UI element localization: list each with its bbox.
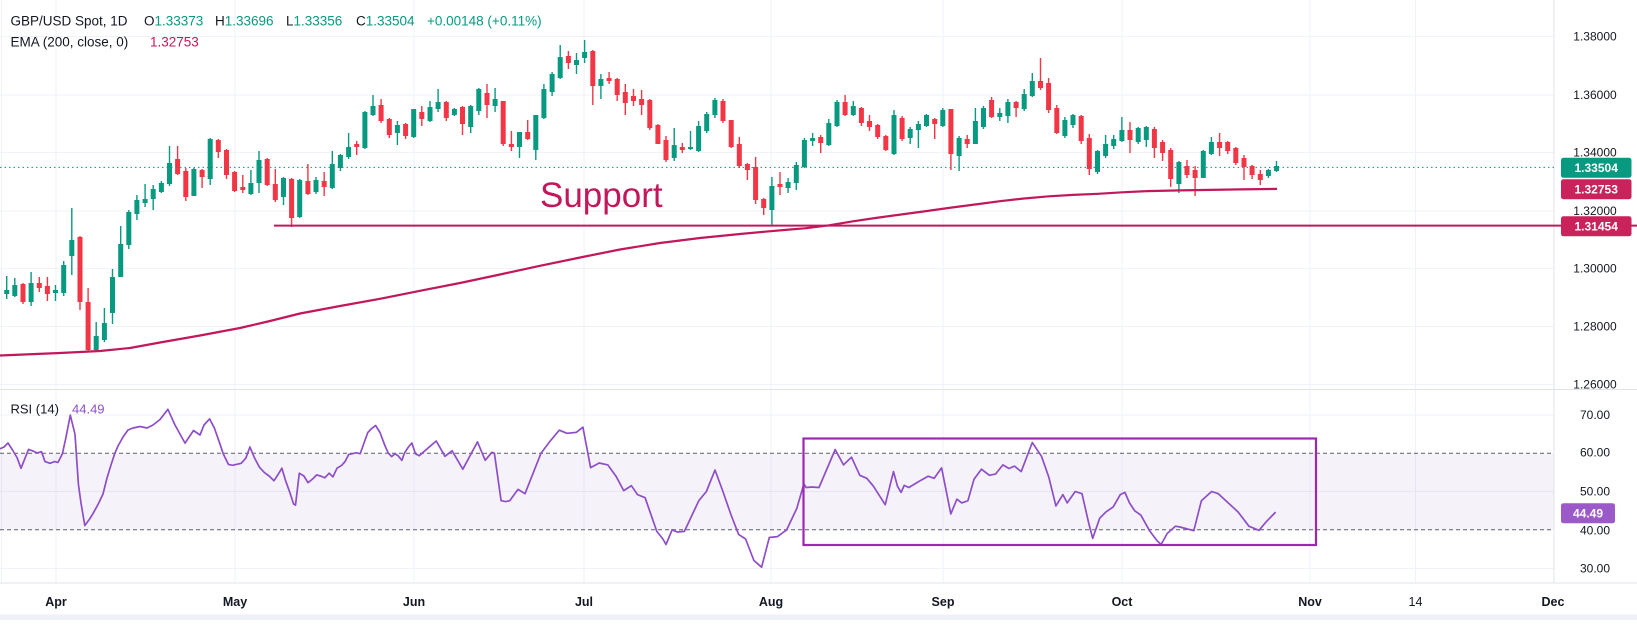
svg-text:30.00: 30.00	[1580, 561, 1610, 575]
svg-text:C1.33504: C1.33504	[356, 14, 415, 29]
svg-text:1.36000: 1.36000	[1573, 88, 1617, 102]
svg-text:1.26000: 1.26000	[1573, 378, 1617, 392]
svg-text:50.00: 50.00	[1580, 484, 1610, 498]
svg-text:14: 14	[1409, 595, 1423, 609]
svg-text:Jul: Jul	[575, 595, 593, 609]
svg-text:H1.33696: H1.33696	[215, 14, 274, 29]
svg-text:Oct: Oct	[1112, 595, 1134, 609]
svg-text:1.34000: 1.34000	[1573, 146, 1617, 160]
svg-text:44.49: 44.49	[72, 402, 105, 417]
svg-text:Dec: Dec	[1542, 595, 1565, 609]
svg-text:1.33504: 1.33504	[1575, 161, 1619, 175]
svg-text:Support: Support	[540, 176, 663, 215]
svg-text:GBP/USD Spot, 1D: GBP/USD Spot, 1D	[11, 14, 128, 29]
svg-text:40.00: 40.00	[1580, 524, 1610, 538]
svg-text:60.00: 60.00	[1580, 446, 1610, 460]
svg-text:1.38000: 1.38000	[1573, 30, 1617, 44]
svg-text:44.49: 44.49	[1573, 507, 1603, 521]
svg-text:70.00: 70.00	[1580, 408, 1610, 422]
svg-text:1.30000: 1.30000	[1573, 262, 1617, 276]
svg-text:EMA (200, close, 0): EMA (200, close, 0)	[11, 35, 129, 50]
svg-text:1.32000: 1.32000	[1573, 204, 1617, 218]
svg-text:RSI (14): RSI (14)	[11, 402, 59, 417]
svg-text:May: May	[223, 595, 247, 609]
svg-text:Aug: Aug	[759, 595, 783, 609]
svg-text:1.31454: 1.31454	[1575, 220, 1619, 234]
svg-text:L1.33356: L1.33356	[286, 14, 342, 29]
svg-text:Jun: Jun	[403, 595, 425, 609]
svg-text:Sep: Sep	[932, 595, 955, 609]
svg-text:Apr: Apr	[45, 595, 67, 609]
svg-text:1.28000: 1.28000	[1573, 320, 1617, 334]
svg-text:+0.00148 (+0.11%): +0.00148 (+0.11%)	[427, 14, 542, 29]
svg-text:Nov: Nov	[1298, 595, 1322, 609]
svg-text:1.32753: 1.32753	[1575, 183, 1619, 197]
svg-text:O1.33373: O1.33373	[144, 14, 203, 29]
svg-text:1.32753: 1.32753	[150, 35, 199, 50]
